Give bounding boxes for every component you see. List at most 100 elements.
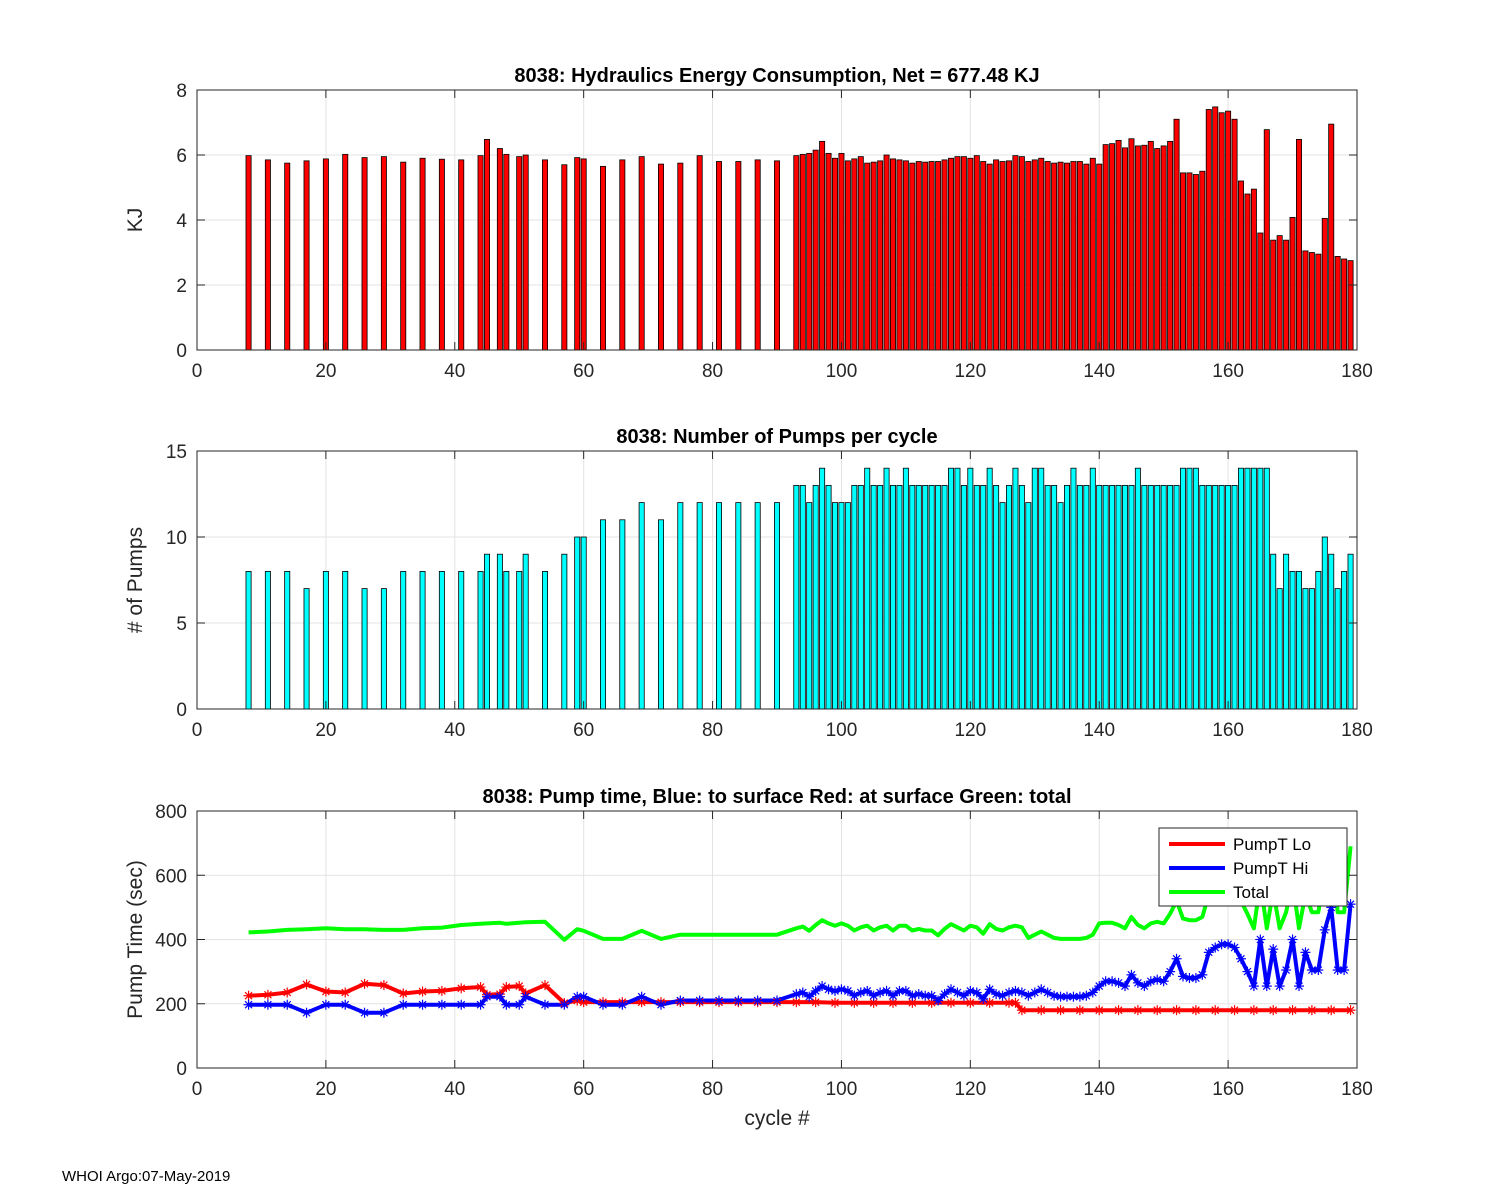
series-marker-2 bbox=[810, 985, 821, 996]
series-marker-2 bbox=[559, 999, 570, 1010]
series-marker-2 bbox=[1313, 965, 1324, 976]
series-marker-1 bbox=[1004, 997, 1014, 1008]
bar bbox=[825, 484, 832, 710]
bar bbox=[1173, 484, 1180, 710]
series-marker-2 bbox=[830, 985, 840, 996]
bar bbox=[1250, 467, 1257, 710]
bar bbox=[1102, 484, 1109, 710]
x-tick-label: 20 bbox=[315, 1079, 336, 1100]
bar bbox=[1238, 467, 1244, 710]
bar bbox=[1057, 502, 1064, 710]
series-marker-1 bbox=[1306, 1005, 1317, 1016]
bar bbox=[799, 153, 806, 351]
bar bbox=[1276, 588, 1283, 710]
bar bbox=[980, 161, 987, 351]
series-marker-2 bbox=[1300, 947, 1311, 958]
series-marker-1 bbox=[1036, 1005, 1047, 1016]
series-marker-2 bbox=[1332, 965, 1343, 976]
series-marker-2 bbox=[804, 991, 815, 1002]
bar bbox=[600, 519, 606, 710]
series-marker-2 bbox=[926, 990, 937, 1001]
bar bbox=[999, 161, 1006, 351]
series-marker-1 bbox=[1210, 1005, 1221, 1016]
series-marker-2 bbox=[1229, 942, 1240, 953]
bar bbox=[542, 571, 548, 710]
bar bbox=[284, 162, 291, 351]
chart-panel-3: 0 20 40 60 80 100 120 140 160 180 0 200 400 600 800 803… bbox=[124, 786, 1373, 1130]
series-marker-2 bbox=[520, 991, 531, 1002]
series-marker-1 bbox=[1094, 1005, 1105, 1016]
x-tick-label: 160 bbox=[1212, 720, 1244, 741]
x-tick-label: 100 bbox=[826, 720, 858, 741]
bar bbox=[1122, 147, 1128, 351]
bar bbox=[1057, 161, 1064, 351]
series-marker-2 bbox=[1074, 991, 1085, 1002]
bar bbox=[677, 502, 684, 710]
bar bbox=[1018, 484, 1025, 710]
bar bbox=[1308, 588, 1315, 710]
bar bbox=[580, 158, 587, 351]
y-axis-label: Pump Time (sec) bbox=[124, 860, 147, 1019]
bar bbox=[696, 502, 703, 710]
series-marker-1 bbox=[1248, 1005, 1259, 1016]
bar bbox=[1218, 112, 1225, 351]
series-marker-2 bbox=[1294, 981, 1304, 992]
bar bbox=[380, 156, 387, 351]
series-marker-1 bbox=[830, 997, 840, 1008]
x-tick-label: 140 bbox=[1083, 1079, 1115, 1100]
bar bbox=[1225, 110, 1232, 351]
series-marker-2 bbox=[855, 987, 866, 998]
series-marker-1 bbox=[475, 982, 486, 993]
series-marker-2 bbox=[1255, 934, 1266, 945]
series-marker-2 bbox=[1242, 966, 1253, 977]
bar bbox=[890, 158, 896, 351]
series-marker-2 bbox=[656, 999, 666, 1010]
series-marker-2 bbox=[1248, 981, 1259, 992]
series-marker-2 bbox=[984, 984, 995, 995]
bar bbox=[1347, 260, 1354, 351]
bar bbox=[1076, 161, 1083, 351]
bar bbox=[1122, 484, 1128, 710]
y-tick-label: 5 bbox=[176, 614, 187, 635]
bar bbox=[1115, 484, 1122, 710]
bar bbox=[864, 467, 871, 710]
bar bbox=[1192, 467, 1199, 710]
bar bbox=[1018, 156, 1025, 351]
series-marker-1 bbox=[243, 990, 254, 1001]
bar bbox=[806, 152, 813, 351]
bar bbox=[954, 156, 961, 351]
legend-entry: Total bbox=[1233, 883, 1269, 902]
series-marker-1 bbox=[436, 985, 447, 996]
legend-entry: PumpT Lo bbox=[1233, 835, 1311, 854]
bar bbox=[1173, 118, 1180, 351]
series-marker-2 bbox=[1087, 987, 1098, 998]
series-marker-2 bbox=[1178, 971, 1188, 982]
series-marker-2 bbox=[797, 987, 808, 998]
y-tick-label: 6 bbox=[176, 146, 187, 167]
bar bbox=[638, 156, 645, 351]
series-marker-2 bbox=[475, 999, 486, 1010]
series-marker-1 bbox=[1074, 1005, 1085, 1016]
bar bbox=[574, 536, 581, 710]
y-tick-label: 800 bbox=[155, 802, 187, 823]
bar bbox=[264, 159, 271, 351]
bar bbox=[844, 160, 851, 351]
bar bbox=[1134, 467, 1141, 710]
x-tick-label: 20 bbox=[315, 720, 336, 741]
series-marker-2 bbox=[1126, 969, 1137, 980]
series-marker-2 bbox=[978, 993, 989, 1004]
bar bbox=[915, 161, 922, 351]
bar bbox=[561, 164, 568, 351]
series-marker-1 bbox=[501, 982, 512, 993]
series-marker-2 bbox=[991, 989, 1002, 1000]
bar bbox=[522, 553, 529, 710]
series-marker-2 bbox=[1268, 944, 1279, 955]
bar bbox=[380, 588, 387, 710]
bar bbox=[1147, 140, 1154, 351]
bar bbox=[980, 484, 987, 710]
bar bbox=[967, 467, 974, 710]
x-tick-label: 40 bbox=[444, 1079, 465, 1100]
bar bbox=[838, 152, 845, 351]
series-marker-1 bbox=[965, 997, 976, 1008]
bar bbox=[1296, 138, 1302, 351]
